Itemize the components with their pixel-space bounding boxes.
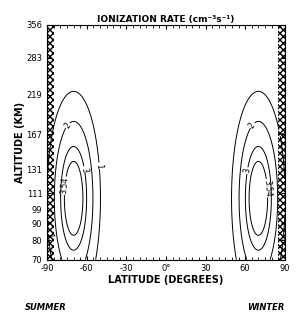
Text: 3: 3 xyxy=(80,166,89,173)
Text: 1: 1 xyxy=(278,236,288,242)
Bar xyxy=(47,25,54,260)
Text: 1: 1 xyxy=(44,232,53,238)
Bar xyxy=(278,25,285,260)
Text: 1: 1 xyxy=(275,130,285,136)
Title: IONIZATION RATE (cm⁻³s⁻¹): IONIZATION RATE (cm⁻³s⁻¹) xyxy=(97,15,235,24)
Text: 3.54: 3.54 xyxy=(60,177,70,195)
Text: 2: 2 xyxy=(63,121,73,130)
Text: 2: 2 xyxy=(247,121,257,130)
X-axis label: LATITUDE (DEGREES): LATITUDE (DEGREES) xyxy=(108,275,224,285)
Text: WINTER: WINTER xyxy=(247,303,284,312)
Text: 3: 3 xyxy=(242,167,252,174)
Y-axis label: ALTITUDE (KM): ALTITUDE (KM) xyxy=(15,102,25,183)
Text: SUMMER: SUMMER xyxy=(25,303,66,312)
Text: 1: 1 xyxy=(95,163,104,169)
Text: 3.54: 3.54 xyxy=(262,179,272,197)
